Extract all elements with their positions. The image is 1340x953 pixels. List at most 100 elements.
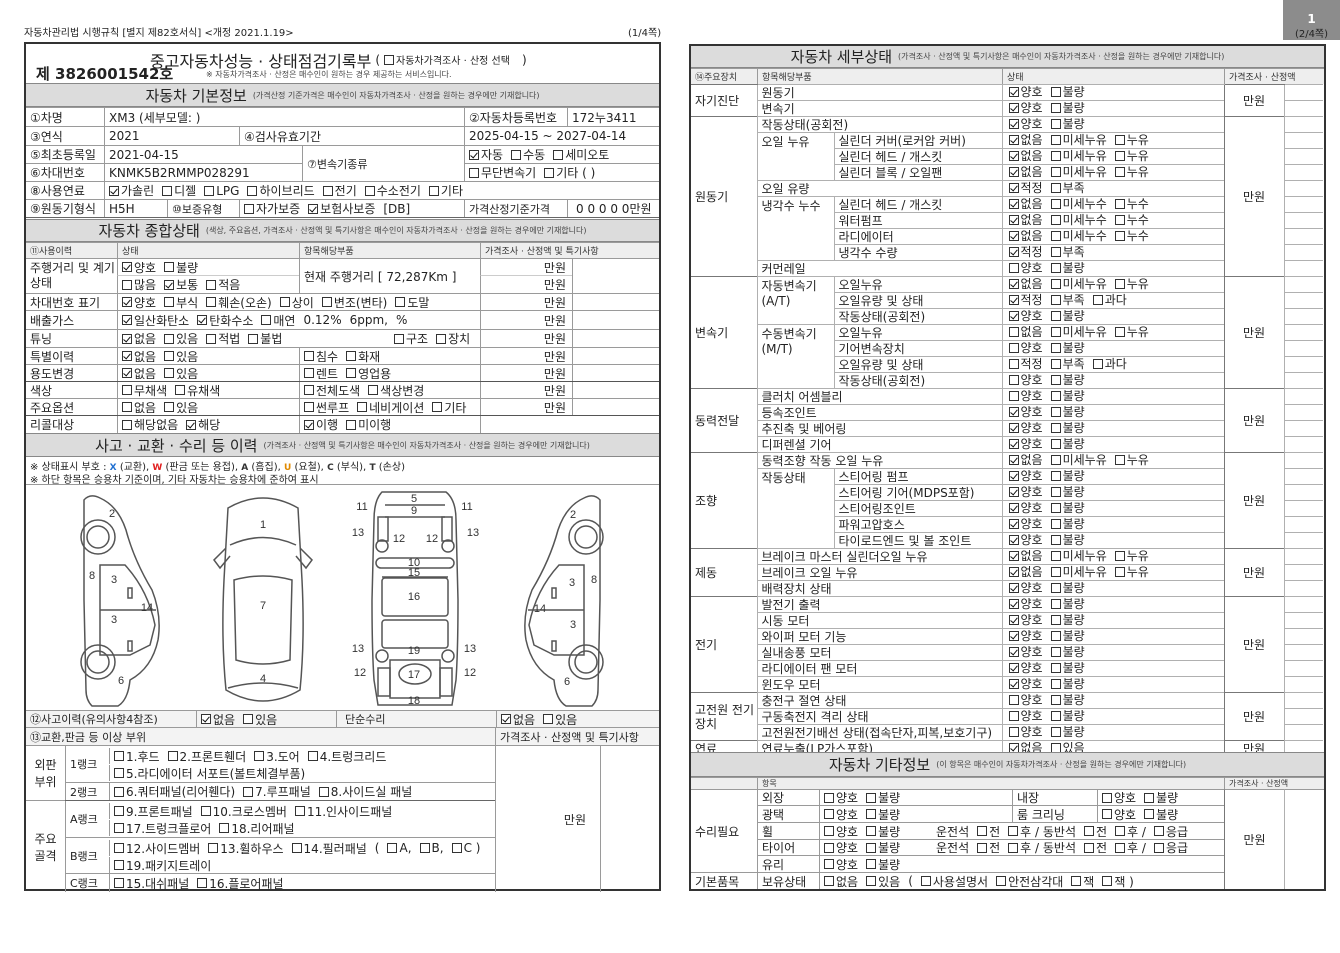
checkbox-option[interactable]: 없음 [1008,278,1043,291]
checkbox-option[interactable]: 매연 [261,312,295,329]
checkbox-option[interactable]: 부족 [1050,294,1085,307]
checkbox-icon[interactable] [1114,567,1125,577]
checkbox-icon[interactable] [164,368,175,378]
checkbox-option[interactable]: 불량 [1050,534,1085,547]
checkbox-icon[interactable] [114,823,124,833]
checkbox-icon[interactable] [357,402,368,412]
checkbox-option[interactable]: 없음 [1008,134,1043,147]
checkbox-option[interactable]: 장치 [436,330,470,347]
checkbox-icon[interactable] [114,860,124,870]
checkbox-icon[interactable] [1050,247,1061,257]
checkbox-option[interactable]: 불량 [1050,422,1085,435]
checkbox-icon[interactable] [254,751,265,761]
checkbox-option[interactable]: 12.사이드멤버 [114,840,200,856]
checkbox-option[interactable]: 양호 [1008,406,1043,419]
checkbox-icon[interactable] [291,843,302,853]
checkbox-option[interactable]: 양호 [1008,582,1043,595]
price-note[interactable] [1283,660,1323,677]
checkbox-option[interactable]: 없음 [122,348,156,364]
checked-box-icon[interactable] [1008,487,1019,497]
checkbox-icon[interactable] [1008,375,1019,385]
price-note[interactable] [1283,340,1323,357]
checkbox-option[interactable]: 불량 [1050,614,1085,627]
checkbox-icon[interactable] [553,149,564,160]
checkbox-option[interactable]: 구조 [394,330,428,347]
checkbox-icon[interactable] [1050,519,1061,529]
checkbox-icon[interactable] [1050,231,1061,241]
checkbox-icon[interactable] [1050,503,1061,513]
checkbox-icon[interactable] [1050,135,1061,145]
checkbox-option[interactable]: 전 [1084,840,1107,855]
checkbox-option[interactable]: 적정 [1008,358,1043,371]
checkbox-icon[interactable] [1114,551,1125,561]
checkbox-icon[interactable] [1144,792,1155,803]
checkbox-icon[interactable] [197,878,208,888]
checkbox-option[interactable]: 부족 [1050,358,1085,371]
checkbox-option[interactable]: 누유 [1114,566,1149,579]
checkbox-option[interactable]: 탄화수소 [197,312,253,329]
checkbox-option[interactable]: 양호 [1008,262,1043,275]
checkbox-icon[interactable] [294,806,305,816]
checked-box-icon[interactable] [1008,167,1019,177]
checkbox-option[interactable]: 불량 [1050,710,1085,723]
checked-box-icon[interactable] [122,262,132,272]
price-note[interactable] [1283,100,1323,117]
checkbox-option[interactable]: 불량 [1050,86,1085,99]
checkbox-option[interactable]: 없음 [1008,198,1043,211]
checkbox-option[interactable]: 양호 [1102,806,1136,822]
checked-box-icon[interactable] [1008,567,1019,577]
checkbox-option[interactable]: 유채색 [175,382,220,398]
price-note[interactable] [1283,228,1323,245]
price-note[interactable] [1283,484,1323,501]
checkbox-option[interactable]: 미세누유 [1050,150,1107,163]
checkbox-icon[interactable] [1050,87,1061,97]
checkbox-icon[interactable] [114,806,124,816]
checkbox-option[interactable]: 8.사이드실 패널 [318,783,412,800]
checkbox-icon[interactable] [114,878,124,888]
checked-box-icon[interactable] [1008,103,1019,113]
checkbox-icon[interactable] [1050,215,1061,225]
checkbox-option[interactable]: 있음 [543,711,577,727]
checkbox-icon[interactable] [1153,826,1164,836]
checkbox-option[interactable]: 안전삼각대 [996,873,1063,889]
checkbox-option[interactable]: 양호 [1008,310,1043,323]
checkbox-option[interactable]: 양호 [1008,390,1043,403]
checkbox-option[interactable]: 양호 [1008,438,1043,451]
checked-box-icon[interactable] [501,714,511,724]
checkbox-icon[interactable] [1050,279,1061,289]
checked-box-icon[interactable] [1008,151,1019,161]
checkbox-option[interactable]: 무단변속기 [469,164,536,181]
checkbox-icon[interactable] [164,351,175,361]
price-note[interactable] [1283,516,1323,533]
checkbox-option[interactable]: 양호 [1102,790,1136,805]
checkbox-option[interactable]: 양호 [1008,646,1043,659]
checkbox-icon[interactable] [1050,663,1061,673]
checkbox-icon[interactable] [304,402,314,412]
checkbox-icon[interactable] [866,859,877,869]
checkbox-icon[interactable] [866,826,877,836]
checkbox-icon[interactable] [1008,695,1019,705]
price-note[interactable] [572,294,662,310]
checkbox-icon[interactable] [469,167,479,178]
checkbox-icon[interactable] [1050,567,1061,577]
checkbox-option[interactable]: 기타 ( ) [544,164,595,181]
checkbox-option[interactable]: 후 / 동반석 [1008,823,1076,839]
checkbox-icon[interactable] [1050,183,1061,193]
checkbox-option[interactable]: 18.리어패널 [219,820,295,836]
price-note[interactable] [1283,324,1323,341]
checkbox-option[interactable]: 썬루프 [304,399,349,415]
checkbox-option[interactable]: 없음 [122,399,156,415]
checked-box-icon[interactable] [1008,135,1019,145]
checkbox-icon[interactable] [162,185,173,196]
checkbox-option[interactable]: 보험사보증 [308,200,375,217]
checkbox-option[interactable]: 10.크로스멤버 [200,803,287,819]
checkbox-option[interactable]: 하이브리드 [247,182,315,199]
checkbox-icon[interactable] [346,351,357,361]
checked-box-icon[interactable] [469,149,479,160]
checkbox-option[interactable]: 전기 [322,182,357,199]
checked-box-icon[interactable] [304,419,314,430]
checkbox-option[interactable]: 양호 [1008,374,1043,387]
checkbox-icon[interactable] [1050,439,1061,449]
price-note[interactable] [1283,612,1323,629]
checkbox-option[interactable]: 잭 ) [1102,873,1134,889]
